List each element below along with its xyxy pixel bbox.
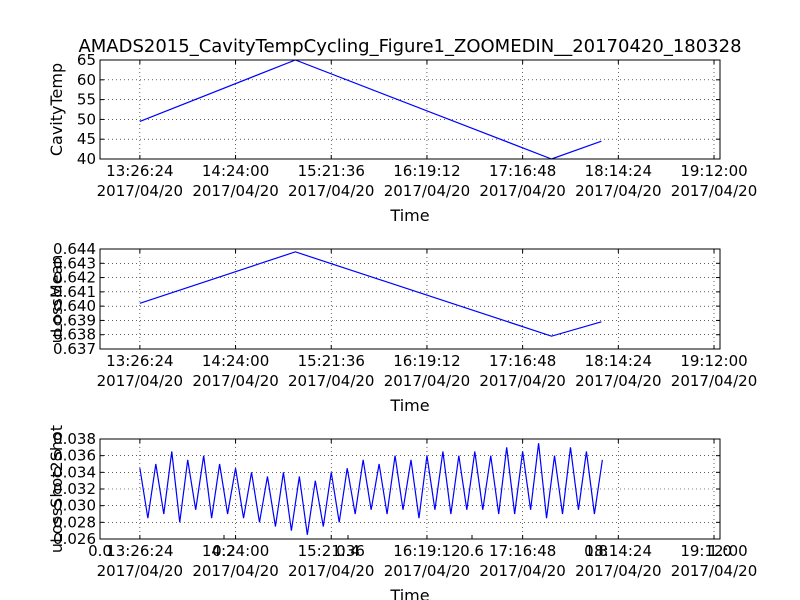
y-tick-label: 0.036 — [53, 447, 96, 465]
data-line — [139, 251, 602, 337]
y-axis-label: uLossMean — [47, 255, 66, 344]
y-axis-label: uLossShot2Shot — [47, 425, 66, 553]
x-tick-label: 18:14:24 2017/04/20 — [575, 352, 661, 390]
x-tick-label: 19:12:00 2017/04/20 — [671, 542, 757, 580]
x-tick-label: 14:24:00 2017/04/20 — [192, 542, 278, 580]
axes-frame — [99, 248, 721, 350]
x-tick-label: 17:16:48 2017/04/20 — [479, 352, 565, 390]
y-tick-label: 0.640 — [53, 297, 96, 315]
x-tick-label: 13:26:24 2017/04/20 — [97, 542, 183, 580]
y-tick-label: 65 — [77, 51, 96, 69]
x2-tick-label: 0.8 — [584, 542, 608, 560]
y-tick-label: 40 — [77, 150, 96, 168]
y-tick-label: 55 — [77, 91, 96, 109]
y-tick-label: 0.642 — [53, 269, 96, 287]
x-tick-label: 18:14:24 2017/04/20 — [575, 162, 661, 200]
x-tick-label: 19:12:00 2017/04/20 — [671, 352, 757, 390]
y-tick-label: 0.030 — [53, 497, 96, 515]
x2-tick-label: 0.6 — [460, 542, 484, 560]
y-tick-label: 0.032 — [53, 480, 96, 498]
x-tick-label: 14:24:00 2017/04/20 — [192, 162, 278, 200]
axes-frame — [99, 59, 721, 160]
y-tick-label: 0.643 — [53, 254, 96, 272]
x-tick-label: 19:12:00 2017/04/20 — [671, 162, 757, 200]
x-tick-label: 15:21:36 2017/04/20 — [288, 352, 374, 390]
x-tick-label: 16:19:12 2017/04/20 — [384, 542, 470, 580]
x2-tick-label: 0.0 — [88, 542, 112, 560]
y-tick-label: 0.038 — [53, 430, 96, 448]
y-tick-label: 0.637 — [53, 340, 96, 358]
chart-title: AMADS2015_CavityTempCycling_Figure1_ZOOM… — [78, 36, 741, 57]
x-axis-label: Time — [389, 206, 429, 225]
y-tick-label: 0.639 — [53, 311, 96, 329]
x-tick-label: 15:21:36 2017/04/20 — [288, 162, 374, 200]
x-tick-label: 13:26:24 2017/04/20 — [97, 352, 183, 390]
y-tick-label: 0.638 — [53, 326, 96, 344]
x-tick-label: 13:26:24 2017/04/20 — [97, 162, 183, 200]
x2-tick-label: 1.0 — [708, 542, 732, 560]
data-line — [139, 59, 602, 160]
x-tick-label: 17:16:48 2017/04/20 — [479, 542, 565, 580]
x-tick-label: 15:21:36 2017/04/20 — [288, 542, 374, 580]
y-tick-label: 50 — [77, 110, 96, 128]
data-line — [139, 443, 603, 535]
x-tick-label: 18:14:24 2017/04/20 — [575, 542, 661, 580]
y-axis-label: CavityTemp — [47, 63, 66, 156]
y-tick-label: 0.034 — [53, 463, 96, 481]
x-tick-label: 16:19:12 2017/04/20 — [384, 352, 470, 390]
y-tick-label: 45 — [77, 130, 96, 148]
x-tick-label: 16:19:12 2017/04/20 — [384, 162, 470, 200]
x2-tick-label: 0.2 — [212, 542, 236, 560]
y-tick-label: 0.641 — [53, 283, 96, 301]
y-tick-label: 60 — [77, 71, 96, 89]
x-tick-label: 14:24:00 2017/04/20 — [192, 352, 278, 390]
axes-frame — [99, 438, 721, 540]
y-tick-label: 0.028 — [53, 513, 96, 531]
x2-tick-label: 0.4 — [336, 542, 360, 560]
x-axis-label: Time — [389, 586, 429, 600]
x-axis-label: Time — [389, 396, 429, 415]
x-tick-label: 17:16:48 2017/04/20 — [479, 162, 565, 200]
y-tick-label: 0.644 — [53, 240, 96, 258]
y-tick-label: 0.026 — [53, 530, 96, 548]
